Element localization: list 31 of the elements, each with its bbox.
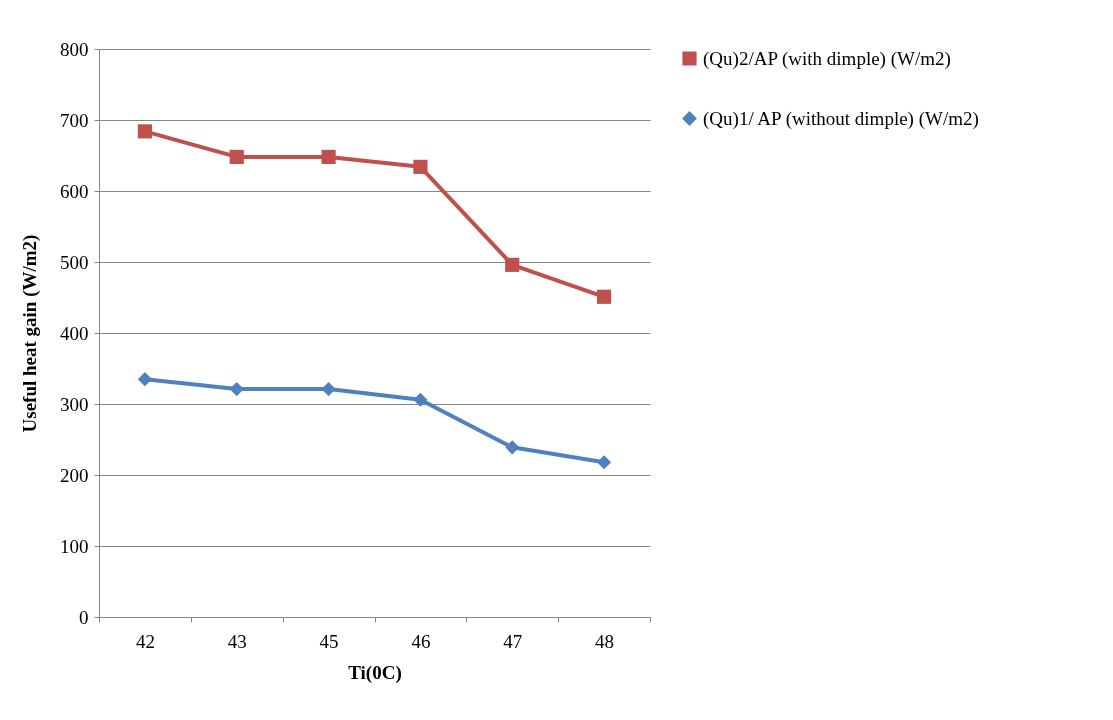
x-tick-label: 42 bbox=[135, 630, 155, 652]
x-tick-label: 43 bbox=[227, 630, 247, 652]
point bbox=[321, 382, 336, 397]
x-tick-label: 48 bbox=[595, 630, 615, 652]
y-tick-label: 100 bbox=[60, 535, 89, 557]
y-tick-label: 200 bbox=[60, 464, 89, 486]
x-axis-title: Ti(0C) bbox=[348, 661, 402, 684]
y-tick-label: 400 bbox=[60, 322, 89, 344]
legend-label: (Qu)1/ AP (without dimple) (W/m2) bbox=[703, 107, 979, 130]
point bbox=[505, 257, 520, 272]
point bbox=[413, 392, 428, 407]
y-tick-label: 500 bbox=[60, 251, 89, 273]
y-tick-label: 600 bbox=[60, 180, 89, 202]
y-tick-label: 300 bbox=[60, 393, 89, 415]
x-tick-label: 45 bbox=[319, 630, 339, 652]
point bbox=[597, 289, 612, 304]
x-tick-label: 47 bbox=[503, 630, 523, 652]
y-axis-title: Useful heat gain (W/m2) bbox=[19, 234, 41, 433]
point bbox=[137, 372, 152, 387]
x-tick-label: 46 bbox=[411, 630, 431, 652]
point bbox=[413, 159, 428, 174]
y-tick-label: 700 bbox=[60, 109, 89, 131]
point bbox=[229, 382, 244, 397]
point bbox=[137, 124, 152, 139]
y-tick-label: 800 bbox=[60, 38, 89, 60]
point bbox=[321, 149, 336, 164]
legend-label: (Qu)2/AP (with dimple) (W/m2) bbox=[703, 47, 951, 70]
point bbox=[597, 455, 612, 470]
point bbox=[505, 440, 520, 455]
point bbox=[229, 149, 244, 164]
y-tick-label: 0 bbox=[79, 606, 89, 628]
